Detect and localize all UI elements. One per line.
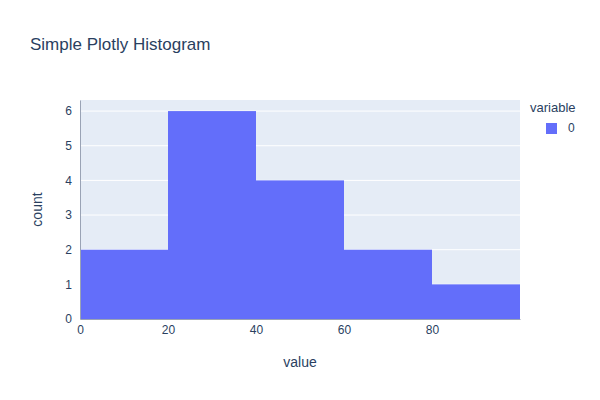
chart: 0 20 40 60 80 0 1 2 3 4 5 6 Simple Plotly Histogram v… [0,0,600,400]
y-tick: 0 [65,312,80,326]
y-tick-label: 2 [65,243,72,257]
bars [80,111,520,319]
y-tick-label: 4 [65,174,72,188]
grid-line [80,145,520,146]
y-tick: 2 [65,243,80,257]
legend: variable 0 [530,100,576,135]
x-tick-label: 40 [250,323,264,337]
bar [80,250,168,319]
x-tick: 80 [426,319,440,337]
x-axis: 0 20 40 60 80 [77,319,520,337]
x-tick-label: 0 [77,323,84,337]
y-tick-label: 3 [65,208,72,222]
y-tick: 1 [65,278,80,292]
x-tick: 20 [162,319,176,337]
bar [432,284,520,319]
bar [168,111,256,319]
y-tick: 6 [65,104,80,118]
x-axis-title: value [283,354,317,370]
legend-item: 0 [546,121,575,135]
y-tick: 5 [65,139,80,153]
x-tick-label: 20 [162,323,176,337]
x-tick: 60 [338,319,352,337]
x-tick-label: 80 [426,323,440,337]
y-tick: 3 [65,208,80,222]
y-axis-title: count [29,192,45,226]
grid [80,111,520,319]
y-tick-label: 5 [65,139,72,153]
y-axis: 0 1 2 3 4 5 6 [65,101,80,327]
y-tick: 4 [65,174,80,188]
x-axis-line [81,319,521,320]
y-tick-label: 1 [65,278,72,292]
legend-label: 0 [568,121,575,135]
x-tick: 40 [250,319,264,337]
bar [256,180,344,319]
x-tick-label: 60 [338,323,352,337]
legend-title: variable [530,100,576,115]
y-axis-line [80,101,81,320]
grid-line [80,111,520,112]
y-tick-label: 6 [65,104,72,118]
y-tick-label: 0 [65,312,72,326]
title: Simple Plotly Histogram [30,35,210,54]
x-tick: 0 [77,319,84,337]
legend-symbol [546,123,557,134]
bar [344,250,432,319]
plot-background [80,100,520,319]
